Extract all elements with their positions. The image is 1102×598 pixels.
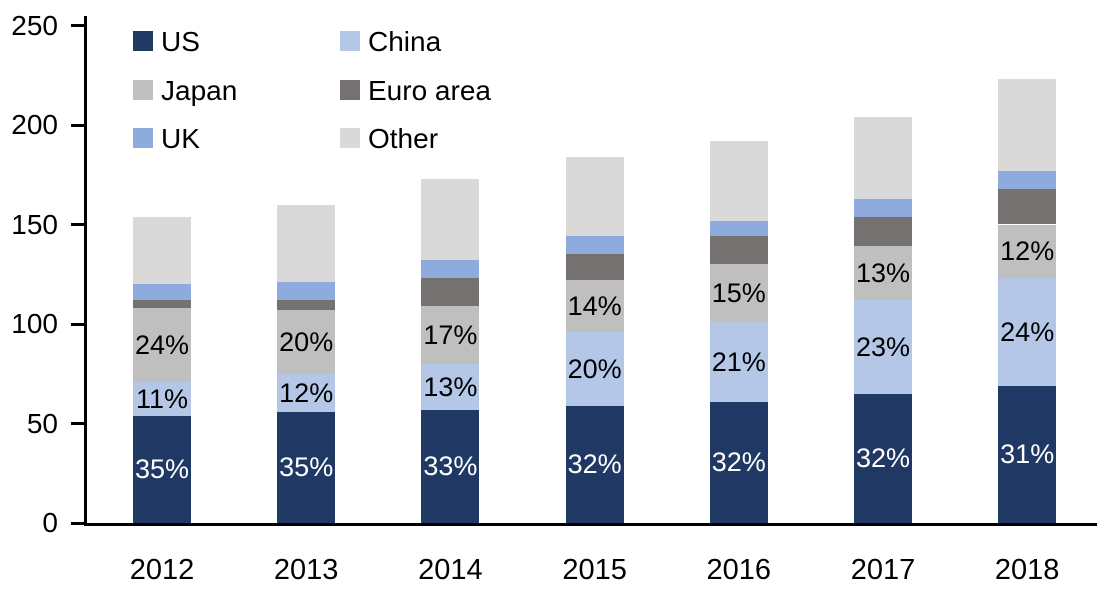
x-label-2016: 2016	[706, 554, 772, 586]
x-label-2012: 2012	[129, 554, 195, 586]
legend-label-us: US	[161, 26, 200, 57]
bar-2015-japan-segment	[565, 280, 624, 332]
bar-2016-other-segment	[709, 140, 768, 221]
bar-2014-uk-segment	[421, 260, 480, 279]
label-2012-china: 11%	[135, 383, 189, 414]
y-tick-100	[71, 322, 84, 326]
bar-2014-other-segment	[421, 178, 480, 261]
x-label-2018: 2018	[994, 554, 1060, 586]
bar-2015-other-segment	[565, 156, 624, 237]
legend-swatch-uk-icon	[133, 128, 153, 148]
bar-2013-us-segment	[277, 411, 336, 523]
label-2016-us: 32%	[711, 447, 766, 478]
bar-2017-japan-segment	[854, 246, 912, 301]
y-tick-250	[71, 24, 84, 27]
legend-swatch-us-icon	[133, 31, 153, 51]
bar-2014-japan-segment	[421, 306, 480, 364]
bar-2018-us-segment	[998, 385, 1057, 523]
label-2017-us: 32%	[855, 443, 911, 474]
legend-swatch-china-icon	[340, 31, 360, 51]
x-label-2015: 2015	[562, 554, 627, 586]
y-tick-label-0: 0	[42, 507, 58, 538]
label-2016-japan: 15%	[711, 278, 766, 309]
bar-2013-japan-segment	[277, 310, 336, 374]
bar-2017-other-segment	[854, 117, 912, 199]
y-tick-200	[71, 123, 84, 127]
y-tick-0	[71, 521, 84, 525]
bar-2013-china-segment	[277, 373, 336, 412]
bar-2013-other-segment	[277, 204, 336, 283]
y-tick-50	[71, 422, 84, 425]
label-2014-japan: 17%	[423, 319, 478, 350]
label-2015-us: 32%	[567, 449, 622, 480]
label-2012-japan: 24%	[134, 329, 190, 360]
y-tick-label-200: 200	[11, 109, 58, 140]
bar-2013-euro-area-segment	[277, 300, 336, 311]
legend-label-japan: Japan	[161, 75, 238, 106]
y-tick-label-100: 100	[11, 308, 58, 339]
bar-2015-euro-area-segment	[565, 254, 624, 281]
legend-label-china: China	[368, 26, 442, 57]
legend-label-euro-area: Euro area	[368, 75, 491, 106]
bar-2018-china-segment	[998, 278, 1057, 386]
bar-2014-us-segment	[421, 409, 480, 523]
label-2013-us: 35%	[279, 452, 334, 483]
bar-2015-china-segment	[565, 331, 624, 406]
bar-2014-china-segment	[421, 363, 480, 410]
y-tick-label-50: 50	[26, 407, 58, 439]
bar-2012-uk-segment	[133, 284, 191, 301]
legend-swatch-japan-icon	[133, 80, 153, 100]
x-axis-line	[84, 523, 1097, 526]
label-2013-japan: 20%	[279, 326, 334, 357]
label-2017-china: 23%	[855, 331, 911, 362]
legend-label-other: Other	[368, 123, 439, 154]
legend-label-uk: UK	[161, 123, 200, 154]
label-2016-china: 21%	[711, 346, 766, 377]
x-label-2017: 2017	[850, 554, 916, 586]
y-tick-150	[71, 223, 84, 226]
bar-2014-euro-area-segment	[421, 278, 480, 307]
x-label-2013: 2013	[273, 554, 339, 586]
bar-2015-us-segment	[565, 405, 624, 523]
bar-2017-us-segment	[854, 393, 912, 523]
bar-2016-euro-area-segment	[709, 236, 768, 265]
label-2018-china: 24%	[1000, 316, 1055, 347]
bar-2017-uk-segment	[854, 198, 912, 217]
label-2018-us: 31%	[1000, 439, 1055, 470]
bar-2012-japan-segment	[133, 308, 191, 382]
legend-swatch-other-icon	[340, 128, 360, 148]
bar-2017-china-segment	[854, 300, 912, 394]
label-2013-china: 12%	[279, 377, 334, 408]
bar-2016-japan-segment	[709, 264, 768, 322]
x-label-2014: 2014	[418, 554, 483, 586]
label-2017-japan: 13%	[855, 258, 911, 289]
legend-swatch-euro-area-icon	[340, 80, 360, 100]
bar-2013-uk-segment	[277, 282, 336, 301]
bar-2017-euro-area-segment	[854, 216, 912, 247]
label-2018-japan: 12%	[1000, 236, 1055, 267]
y-tick-label-150: 150	[11, 208, 58, 240]
bar-2012-euro-area-segment	[133, 300, 191, 309]
label-2015-china: 20%	[567, 353, 622, 384]
bar-2012-us-segment	[133, 415, 191, 523]
bar-2016-uk-segment	[709, 220, 768, 237]
bar-2016-us-segment	[709, 401, 768, 523]
bar-2018-japan-segment	[998, 224, 1057, 279]
bar-2018-euro-area-segment	[998, 188, 1057, 225]
label-2014-us: 33%	[423, 451, 478, 482]
bar-2012-other-segment	[133, 216, 191, 285]
bar-2018-other-segment	[998, 79, 1057, 171]
bar-2015-uk-segment	[565, 236, 624, 255]
bar-2018-uk-segment	[998, 170, 1057, 189]
label-2014-china: 13%	[423, 371, 478, 402]
y-axis-line	[84, 16, 87, 526]
y-tick-label-250: 250	[11, 9, 58, 41]
label-2015-japan: 14%	[567, 291, 622, 322]
bar-2016-china-segment	[709, 322, 768, 402]
label-2012-us: 35%	[134, 454, 190, 485]
bar-2012-china-segment	[133, 381, 191, 416]
